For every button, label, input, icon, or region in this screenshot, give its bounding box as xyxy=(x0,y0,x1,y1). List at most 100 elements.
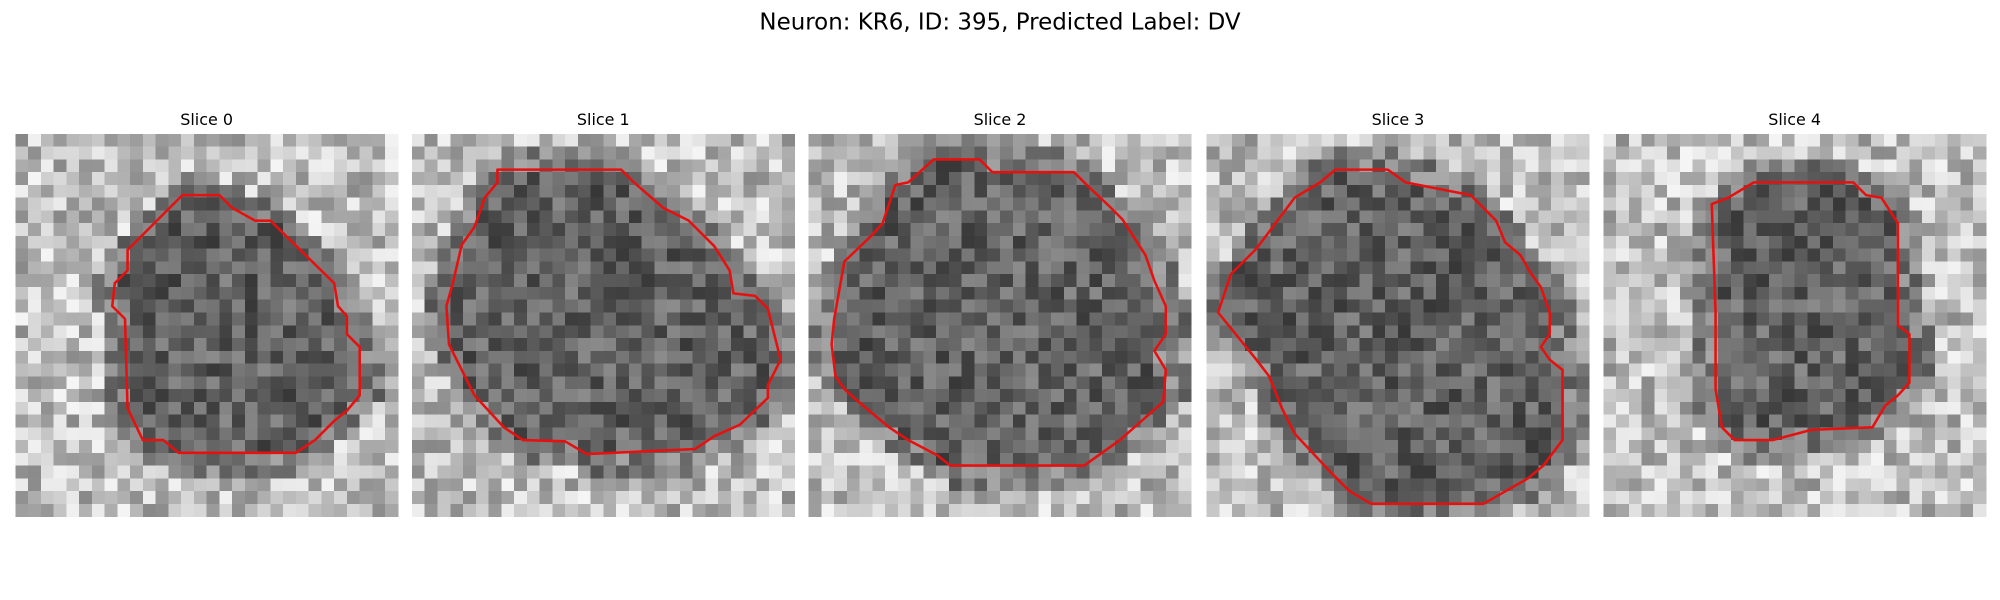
pixel xyxy=(1140,350,1154,364)
pixel xyxy=(1743,261,1757,275)
pixel xyxy=(1667,133,1681,148)
pixel xyxy=(66,299,80,313)
pixel xyxy=(1219,172,1233,186)
pixel xyxy=(1089,261,1103,275)
pixel xyxy=(130,325,144,339)
pixel xyxy=(1692,363,1706,377)
pixel xyxy=(1692,172,1706,186)
pixel xyxy=(321,197,335,211)
pixel xyxy=(168,248,182,262)
pixel xyxy=(577,210,591,224)
pixel xyxy=(270,440,284,454)
pixel xyxy=(1321,478,1335,492)
pixel xyxy=(1781,491,1796,505)
pixel xyxy=(1178,363,1192,377)
pixel xyxy=(1628,133,1642,148)
pixel xyxy=(1794,235,1808,250)
pixel xyxy=(1178,312,1192,326)
pixel xyxy=(705,465,719,479)
pixel xyxy=(1487,159,1501,173)
pixel xyxy=(1718,452,1732,466)
pixel xyxy=(206,261,220,275)
pixel xyxy=(28,427,42,441)
pixel xyxy=(1000,248,1014,262)
pixel xyxy=(1127,197,1141,211)
pixel xyxy=(1603,338,1617,352)
pixel xyxy=(1063,286,1077,301)
pixel xyxy=(781,503,796,517)
pixel xyxy=(295,363,310,377)
pixel xyxy=(1679,133,1693,148)
pixel xyxy=(1576,133,1590,148)
pixel xyxy=(53,401,67,415)
pixel xyxy=(450,414,464,428)
pixel xyxy=(1474,503,1488,517)
pixel xyxy=(1896,146,1910,160)
pixel xyxy=(334,261,348,275)
pixel xyxy=(79,184,93,199)
pixel xyxy=(1038,325,1052,339)
pixel xyxy=(1270,299,1284,313)
pixel xyxy=(1679,172,1693,186)
pixel xyxy=(641,401,655,415)
pixel xyxy=(385,478,399,492)
pixel xyxy=(1102,223,1116,237)
pixel xyxy=(1321,312,1335,326)
pixel xyxy=(1947,491,1961,505)
pixel xyxy=(565,427,579,441)
pixel xyxy=(1461,465,1475,479)
pixel xyxy=(1012,274,1026,288)
pixel xyxy=(1206,363,1220,377)
pixel xyxy=(1000,223,1014,237)
pixel xyxy=(1410,159,1424,173)
pixel xyxy=(1051,350,1065,364)
pixel xyxy=(1295,363,1310,377)
pixel xyxy=(1654,299,1668,313)
pixel xyxy=(1679,210,1693,224)
pixel xyxy=(1667,274,1681,288)
pixel xyxy=(372,376,386,390)
pixel xyxy=(346,376,361,390)
pixel xyxy=(437,172,451,186)
pixel xyxy=(1692,223,1706,237)
pixel xyxy=(1743,389,1757,403)
pixel xyxy=(295,465,310,479)
pixel xyxy=(756,172,770,186)
pixel xyxy=(987,427,1001,441)
pixel xyxy=(1500,184,1514,199)
pixel xyxy=(1705,465,1719,479)
pixel xyxy=(1934,197,1949,211)
pixel xyxy=(539,440,553,454)
pixel xyxy=(475,503,489,517)
pixel xyxy=(155,503,169,517)
pixel xyxy=(283,261,297,275)
pixel xyxy=(244,491,259,505)
pixel xyxy=(1206,172,1220,186)
pixel xyxy=(1038,146,1052,160)
pixel xyxy=(308,299,322,313)
pixel xyxy=(1628,350,1642,364)
pixel xyxy=(1051,210,1065,224)
pixel xyxy=(91,197,105,211)
pixel xyxy=(450,184,464,199)
pixel xyxy=(15,491,29,505)
pixel xyxy=(1038,248,1052,262)
pixel xyxy=(897,274,912,288)
pixel xyxy=(40,363,54,377)
pixel xyxy=(1960,350,1974,364)
pixel xyxy=(1718,286,1732,301)
pixel xyxy=(424,363,438,377)
pixel xyxy=(1654,427,1668,441)
pixel xyxy=(1730,414,1745,428)
pixel xyxy=(1051,197,1065,211)
pixel xyxy=(91,491,105,505)
pixel xyxy=(730,389,745,403)
pixel xyxy=(91,274,105,288)
pixel xyxy=(346,172,361,186)
pixel xyxy=(781,312,796,326)
pixel xyxy=(359,503,373,517)
pixel xyxy=(1346,389,1361,403)
pixel xyxy=(1153,414,1167,428)
pixel xyxy=(181,235,195,250)
pixel xyxy=(1756,389,1770,403)
